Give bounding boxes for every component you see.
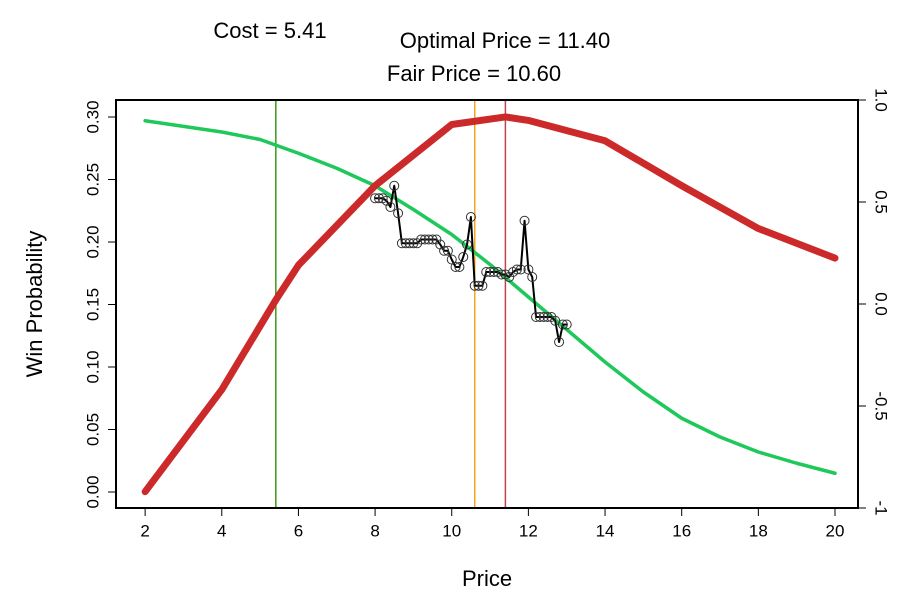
data-point (389, 180, 400, 191)
data-point (473, 280, 484, 291)
data-point (385, 202, 396, 212)
data-point (534, 312, 545, 322)
data-point (370, 193, 381, 204)
data-point (469, 280, 480, 291)
y-tick-label: 0.25 (83, 163, 102, 196)
x-tick-label: 8 (370, 521, 379, 540)
x-tick-label: 6 (294, 521, 303, 540)
x-tick-label: 18 (749, 521, 768, 540)
y-tick-label: 0.05 (83, 413, 102, 446)
data-point (393, 208, 404, 219)
data-point (442, 245, 453, 256)
y-tick-label: 0.30 (83, 100, 102, 133)
x-tick-label: 12 (519, 521, 538, 540)
y2-tick-label: 1.0 (872, 88, 891, 112)
data-point (462, 239, 473, 250)
x-axis-label: Price (462, 566, 512, 591)
data-point (538, 312, 549, 322)
data-point (423, 234, 434, 245)
data-point (485, 267, 496, 277)
data-point (396, 238, 407, 249)
data-point (431, 234, 442, 245)
data-point (481, 267, 492, 277)
data-point (373, 193, 384, 204)
x-tick-label: 20 (826, 521, 845, 540)
series-line (374, 184, 568, 343)
data-point (477, 280, 488, 291)
data-point (465, 212, 476, 222)
series-line (141, 113, 839, 496)
data-point (561, 319, 572, 330)
y2-tick-label: -1 (872, 500, 891, 515)
x-tick-label: 10 (442, 521, 461, 540)
data-point (519, 215, 530, 226)
data-point (488, 267, 499, 277)
data-point (416, 234, 427, 245)
series-line (143, 119, 837, 475)
data-point (454, 262, 465, 272)
data-point (439, 245, 450, 256)
data-point (554, 337, 565, 347)
reference-label: Optimal Price = 11.40 (400, 28, 611, 53)
y-tick-label: 0.15 (83, 288, 102, 321)
data-point (546, 312, 557, 322)
data-point (515, 264, 526, 275)
plot-frame (115, 99, 859, 509)
data-point (400, 238, 411, 249)
y2-tick-label: 0.5 (872, 190, 891, 214)
y-tick-label: 0.10 (83, 350, 102, 383)
y-tick-label: 0.00 (83, 475, 102, 508)
data-point (557, 319, 568, 330)
data-point (419, 234, 430, 245)
y-axis-label: Win Probability (22, 231, 47, 378)
y-tick-label: 0.20 (83, 225, 102, 258)
data-point (511, 264, 522, 275)
data-point (527, 272, 538, 282)
x-tick-label: 4 (217, 521, 226, 540)
data-point (427, 234, 438, 245)
reference-label: Cost = 5.41 (213, 18, 326, 43)
y2-tick-label: -0.5 (872, 391, 891, 420)
data-point (531, 312, 542, 322)
x-tick-label: 2 (140, 521, 149, 540)
reference-label: Fair Price = 10.60 (387, 61, 561, 86)
data-point (450, 262, 461, 272)
x-tick-label: 16 (672, 521, 691, 540)
data-point (496, 269, 507, 280)
x-tick-label: 14 (596, 521, 615, 540)
data-point (404, 238, 415, 249)
data-point (458, 252, 469, 262)
data-point (504, 272, 515, 282)
y2-tick-label: 0.0 (872, 292, 891, 316)
